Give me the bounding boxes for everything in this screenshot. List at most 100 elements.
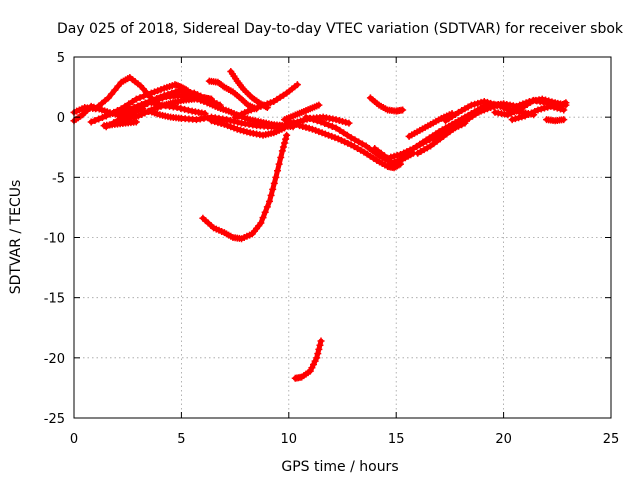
data-point: [130, 104, 138, 112]
data-point: [358, 140, 366, 148]
data-point: [305, 124, 313, 132]
data-point: [234, 118, 242, 126]
x-tick-label: 0: [70, 432, 78, 447]
data-point: [244, 107, 252, 115]
data-point: [241, 109, 249, 117]
data-point: [521, 112, 529, 120]
data-point: [134, 112, 142, 120]
data-point: [230, 124, 238, 132]
data-point: [173, 104, 181, 112]
data-point: [265, 197, 273, 205]
data-point: [560, 106, 568, 114]
y-tick-label: 5: [57, 51, 65, 66]
data-point: [534, 106, 542, 114]
data-point: [390, 152, 398, 160]
data-point: [275, 160, 283, 168]
y-tick-label: 0: [57, 111, 65, 126]
data-point: [270, 179, 278, 187]
series-arc-ac: [508, 102, 568, 124]
x-tick-label: 20: [495, 432, 512, 447]
data-point: [129, 98, 137, 106]
series-arc-s: [283, 117, 404, 172]
data-point: [283, 131, 291, 139]
data-point: [164, 90, 172, 98]
data-point: [184, 106, 192, 114]
data-point: [277, 153, 285, 161]
data-point: [557, 105, 565, 113]
data-point: [111, 86, 119, 94]
data-point: [260, 101, 268, 109]
data-point: [104, 94, 112, 102]
data-point: [477, 98, 485, 106]
data-point: [247, 106, 255, 114]
data-point: [537, 105, 545, 113]
data-point: [336, 126, 344, 134]
data-point: [141, 99, 149, 107]
y-tick-label: -10: [44, 232, 65, 247]
series-arc-h: [145, 107, 185, 122]
y-tick-label: -20: [44, 352, 65, 367]
data-point: [91, 116, 99, 124]
data-point: [95, 115, 103, 123]
data-point: [355, 138, 363, 146]
data-point: [289, 119, 297, 127]
data-point: [296, 122, 304, 130]
series-arc-x: [405, 110, 456, 140]
data-point: [98, 113, 106, 121]
data-point: [487, 104, 495, 112]
data-point: [316, 341, 324, 349]
y-tick-label: -5: [52, 171, 65, 186]
data-point: [236, 126, 244, 134]
data-point: [315, 128, 323, 136]
data-point: [387, 153, 395, 161]
data-point: [490, 103, 498, 111]
data-point: [342, 118, 350, 126]
data-point: [553, 104, 561, 112]
series-arc-i: [147, 99, 209, 118]
data-point: [341, 138, 349, 146]
data-point: [207, 95, 215, 103]
data-point: [321, 119, 329, 127]
data-point: [510, 108, 518, 116]
series-layer: [70, 67, 570, 382]
series-line: [200, 132, 290, 242]
data-point: [132, 118, 140, 126]
data-point: [122, 107, 130, 115]
data-point: [518, 113, 526, 121]
data-point: [157, 85, 165, 93]
data-point: [138, 101, 146, 109]
data-point: [508, 116, 516, 124]
data-point: [87, 118, 95, 126]
data-point: [293, 81, 301, 89]
series-arc-g: [100, 118, 140, 130]
data-point: [181, 105, 189, 113]
data-point: [310, 116, 318, 124]
data-point: [283, 117, 291, 125]
data-point: [335, 116, 343, 124]
data-point: [507, 109, 515, 117]
data-point: [480, 98, 488, 106]
data-point: [226, 116, 234, 124]
data-point: [318, 129, 326, 137]
data-point: [313, 354, 321, 362]
data-point: [483, 98, 491, 106]
data-point: [243, 128, 251, 136]
data-point: [282, 135, 290, 143]
data-point: [250, 105, 258, 113]
data-point: [312, 126, 320, 134]
data-point: [140, 92, 148, 100]
data-point: [325, 121, 333, 129]
data-point: [134, 102, 142, 110]
x-tick-label: 25: [603, 432, 620, 447]
data-point: [496, 101, 504, 109]
data-point: [334, 135, 342, 143]
data-point: [339, 117, 346, 125]
data-point: [550, 103, 558, 111]
data-point: [493, 102, 501, 110]
data-point: [332, 124, 340, 132]
data-point: [227, 123, 235, 131]
data-point: [313, 117, 321, 125]
x-tick-label: 15: [388, 432, 405, 447]
data-point: [217, 119, 225, 127]
